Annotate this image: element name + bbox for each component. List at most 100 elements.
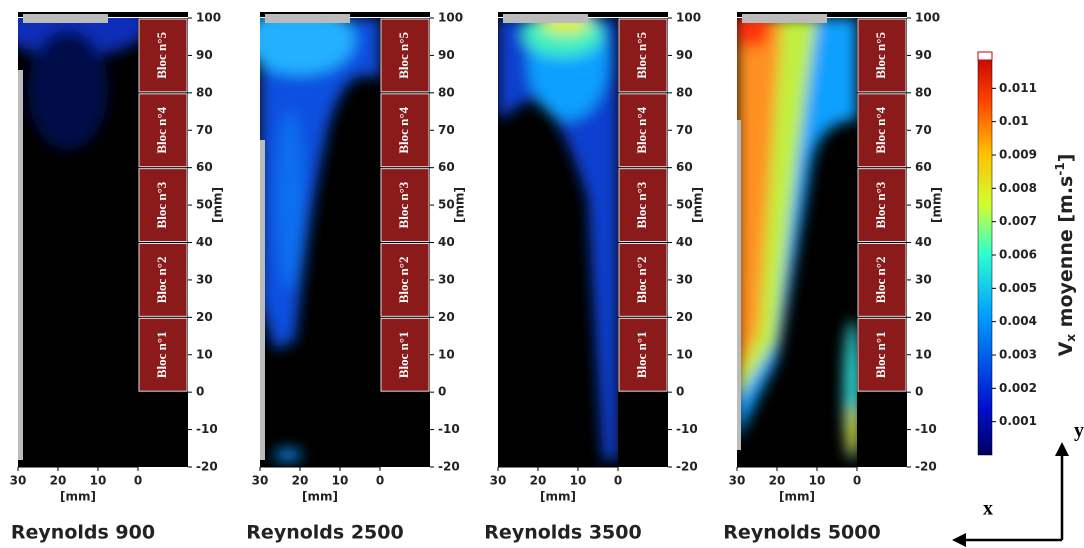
y-tick-label: 10 <box>915 347 932 361</box>
y-tick-label: -20 <box>676 460 698 474</box>
block <box>138 317 188 392</box>
block <box>857 93 907 168</box>
block-label: Bloc n°3 <box>396 181 411 228</box>
colorbar: 0.001 0.002 0.003 0.004 0.005 0.006 0.007 0.008… <box>977 51 1078 456</box>
block-label: Bloc n°1 <box>873 331 888 378</box>
y-tick-label: 60 <box>676 160 693 174</box>
axis-y-symbol: y <box>1074 420 1084 442</box>
block <box>857 243 907 317</box>
block-label: Bloc n°5 <box>634 32 649 79</box>
y-tick-label: -20 <box>438 460 460 474</box>
y-tick-label: 50 <box>676 198 693 212</box>
colorbar-label: Vx moyenne [m.s-1] <box>1053 154 1078 357</box>
block-label: Bloc n°3 <box>873 181 888 228</box>
inlet <box>742 14 827 23</box>
y-tick-label: 10 <box>438 347 455 361</box>
y-tick-label: -10 <box>676 422 698 436</box>
x-tick-label: 10 <box>90 474 107 488</box>
x-tick-label: 20 <box>769 474 786 488</box>
y-tick-label: 40 <box>676 235 693 249</box>
panel: Bloc n°5 Bloc n°4 Bloc n°3 Bloc n°2 Bloc n°1… <box>723 11 943 544</box>
block-label: Bloc n°5 <box>154 32 169 79</box>
y-tick-label: 30 <box>196 272 213 286</box>
y-tick-label: 60 <box>438 160 455 174</box>
heatmap <box>737 18 857 467</box>
y-tick-label: -10 <box>438 422 460 436</box>
x-tick-label: 0 <box>134 474 142 488</box>
block-label: Bloc n°2 <box>396 257 411 304</box>
colorbar-tick-label: 0.005 <box>999 281 1037 295</box>
y-tick-label: 20 <box>676 310 693 324</box>
block-label: Bloc n°2 <box>634 257 649 304</box>
colorbar-label-part: moyenne [m.s <box>1055 176 1077 334</box>
block <box>618 317 668 392</box>
y-tick-label: 80 <box>676 85 693 99</box>
block-label: Bloc n°4 <box>154 106 169 153</box>
y-tick-label: 70 <box>915 123 932 137</box>
y-tick-label: 10 <box>676 347 693 361</box>
x-tick-label: 10 <box>332 474 349 488</box>
y-tick-label: -20 <box>196 460 218 474</box>
block <box>618 168 668 243</box>
y-tick-label: 50 <box>438 198 455 212</box>
block-column <box>380 18 430 467</box>
panel-title: Reynolds 2500 <box>246 522 403 544</box>
y-axis-label: [mm] <box>930 187 944 223</box>
block <box>380 93 430 168</box>
block-label: Bloc n°5 <box>873 32 888 79</box>
y-tick-label: -10 <box>915 422 937 436</box>
x-tick-label: 0 <box>376 474 384 488</box>
y-tick-label: 80 <box>196 85 213 99</box>
block-label: Bloc n°3 <box>634 181 649 228</box>
heatmap <box>498 18 618 467</box>
panel-title: Reynolds 3500 <box>484 522 641 544</box>
y-tick-label: 90 <box>676 48 693 62</box>
y-tick-label: 10 <box>196 347 213 361</box>
colorbar-tick-label: 0.008 <box>999 181 1037 195</box>
inlet <box>265 14 350 23</box>
block <box>138 243 188 317</box>
block <box>138 93 188 168</box>
x-tick-label: 10 <box>809 474 826 488</box>
y-tick-label: 60 <box>196 160 213 174</box>
block-label: Bloc n°4 <box>873 106 888 153</box>
y-tick-label: 90 <box>915 48 932 62</box>
y-tick-label: 0 <box>915 385 923 399</box>
y-tick-label: 60 <box>915 160 932 174</box>
colorbar-tick-label: 0.011 <box>999 81 1037 95</box>
y-tick-label: 40 <box>915 235 932 249</box>
block <box>857 317 907 392</box>
y-tick-label: 40 <box>196 235 213 249</box>
block-label: Bloc n°1 <box>154 331 169 378</box>
block-label: Bloc n°4 <box>634 106 649 153</box>
x-axis-label: [mm] <box>302 490 338 504</box>
block-column <box>138 18 188 467</box>
y-tick-label: 80 <box>438 85 455 99</box>
y-tick-label: 90 <box>438 48 455 62</box>
heatmap <box>18 18 138 467</box>
block <box>138 168 188 243</box>
axes-arrows <box>952 442 1069 547</box>
y-tick-label: 80 <box>915 85 932 99</box>
block <box>618 243 668 317</box>
panel: Bloc n°5 Bloc n°4 Bloc n°3 Bloc n°2 Bloc n°1… <box>246 11 466 544</box>
y-tick-label: 20 <box>915 310 932 324</box>
y-tick-label: 30 <box>915 272 932 286</box>
y-axis-label: [mm] <box>691 187 705 223</box>
x-tick-label: 10 <box>570 474 587 488</box>
block-label: Bloc n°4 <box>396 106 411 153</box>
y-tick-label: 0 <box>438 385 446 399</box>
x-axis-label: [mm] <box>540 490 576 504</box>
y-tick-label: 20 <box>438 310 455 324</box>
y-tick-label: 100 <box>438 11 463 25</box>
y-tick-label: 70 <box>196 123 213 137</box>
y-tick-label: 30 <box>676 272 693 286</box>
x-tick-label: 30 <box>729 474 746 488</box>
x-tick-label: 20 <box>530 474 547 488</box>
colorbar-tick-label: 0.009 <box>999 148 1037 162</box>
y-tick-label: 90 <box>196 48 213 62</box>
block-column <box>857 18 907 467</box>
y-tick-label: 0 <box>676 385 684 399</box>
y-tick-label: 100 <box>915 11 940 25</box>
axis-x-symbol: x <box>983 498 993 520</box>
